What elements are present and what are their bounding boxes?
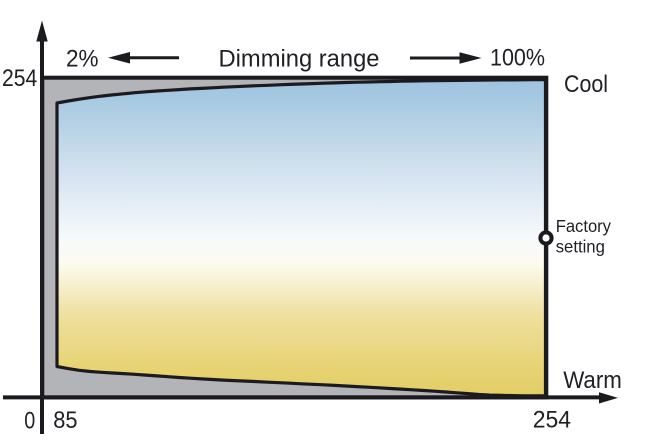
svg-text:85: 85 xyxy=(53,407,77,434)
svg-text:Cool: Cool xyxy=(564,71,608,98)
svg-text:100%: 100% xyxy=(490,45,545,72)
svg-text:setting: setting xyxy=(556,236,605,256)
svg-text:Factory: Factory xyxy=(556,216,612,236)
svg-text:Warm: Warm xyxy=(563,367,622,394)
svg-text:2%: 2% xyxy=(66,45,99,72)
svg-text:254: 254 xyxy=(533,407,571,434)
svg-text:Dimming range: Dimming range xyxy=(219,46,380,73)
svg-text:254: 254 xyxy=(2,65,37,92)
svg-text:0: 0 xyxy=(24,407,35,434)
